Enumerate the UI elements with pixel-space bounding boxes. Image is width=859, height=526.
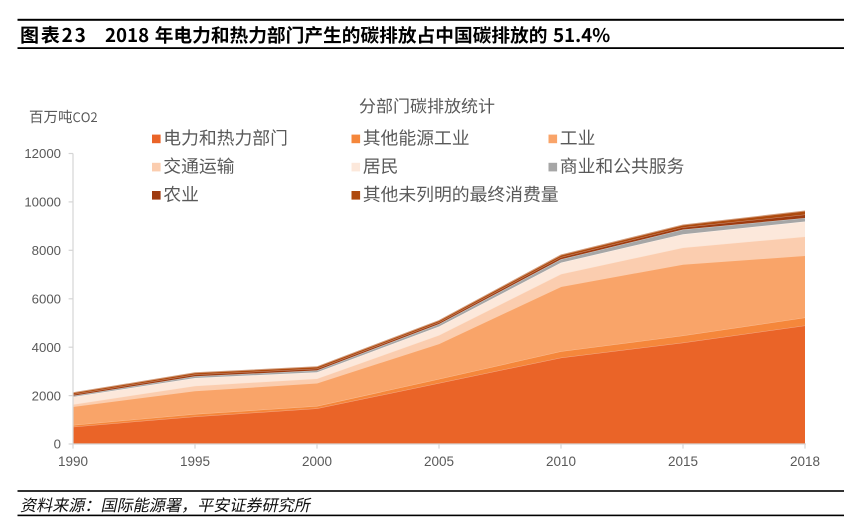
svg-text:2000: 2000: [32, 388, 61, 403]
svg-text:8000: 8000: [32, 243, 61, 258]
svg-text:2005: 2005: [424, 454, 454, 469]
svg-text:12000: 12000: [24, 146, 61, 161]
svg-text:2010: 2010: [546, 454, 576, 469]
svg-text:1995: 1995: [180, 454, 210, 469]
svg-text:2015: 2015: [668, 454, 698, 469]
svg-text:10000: 10000: [24, 195, 61, 210]
svg-text:2018: 2018: [790, 454, 820, 469]
svg-text:1990: 1990: [58, 454, 88, 469]
svg-text:4000: 4000: [32, 340, 61, 355]
svg-text:0: 0: [54, 437, 61, 452]
svg-text:6000: 6000: [32, 291, 61, 306]
svg-text:2000: 2000: [302, 454, 332, 469]
